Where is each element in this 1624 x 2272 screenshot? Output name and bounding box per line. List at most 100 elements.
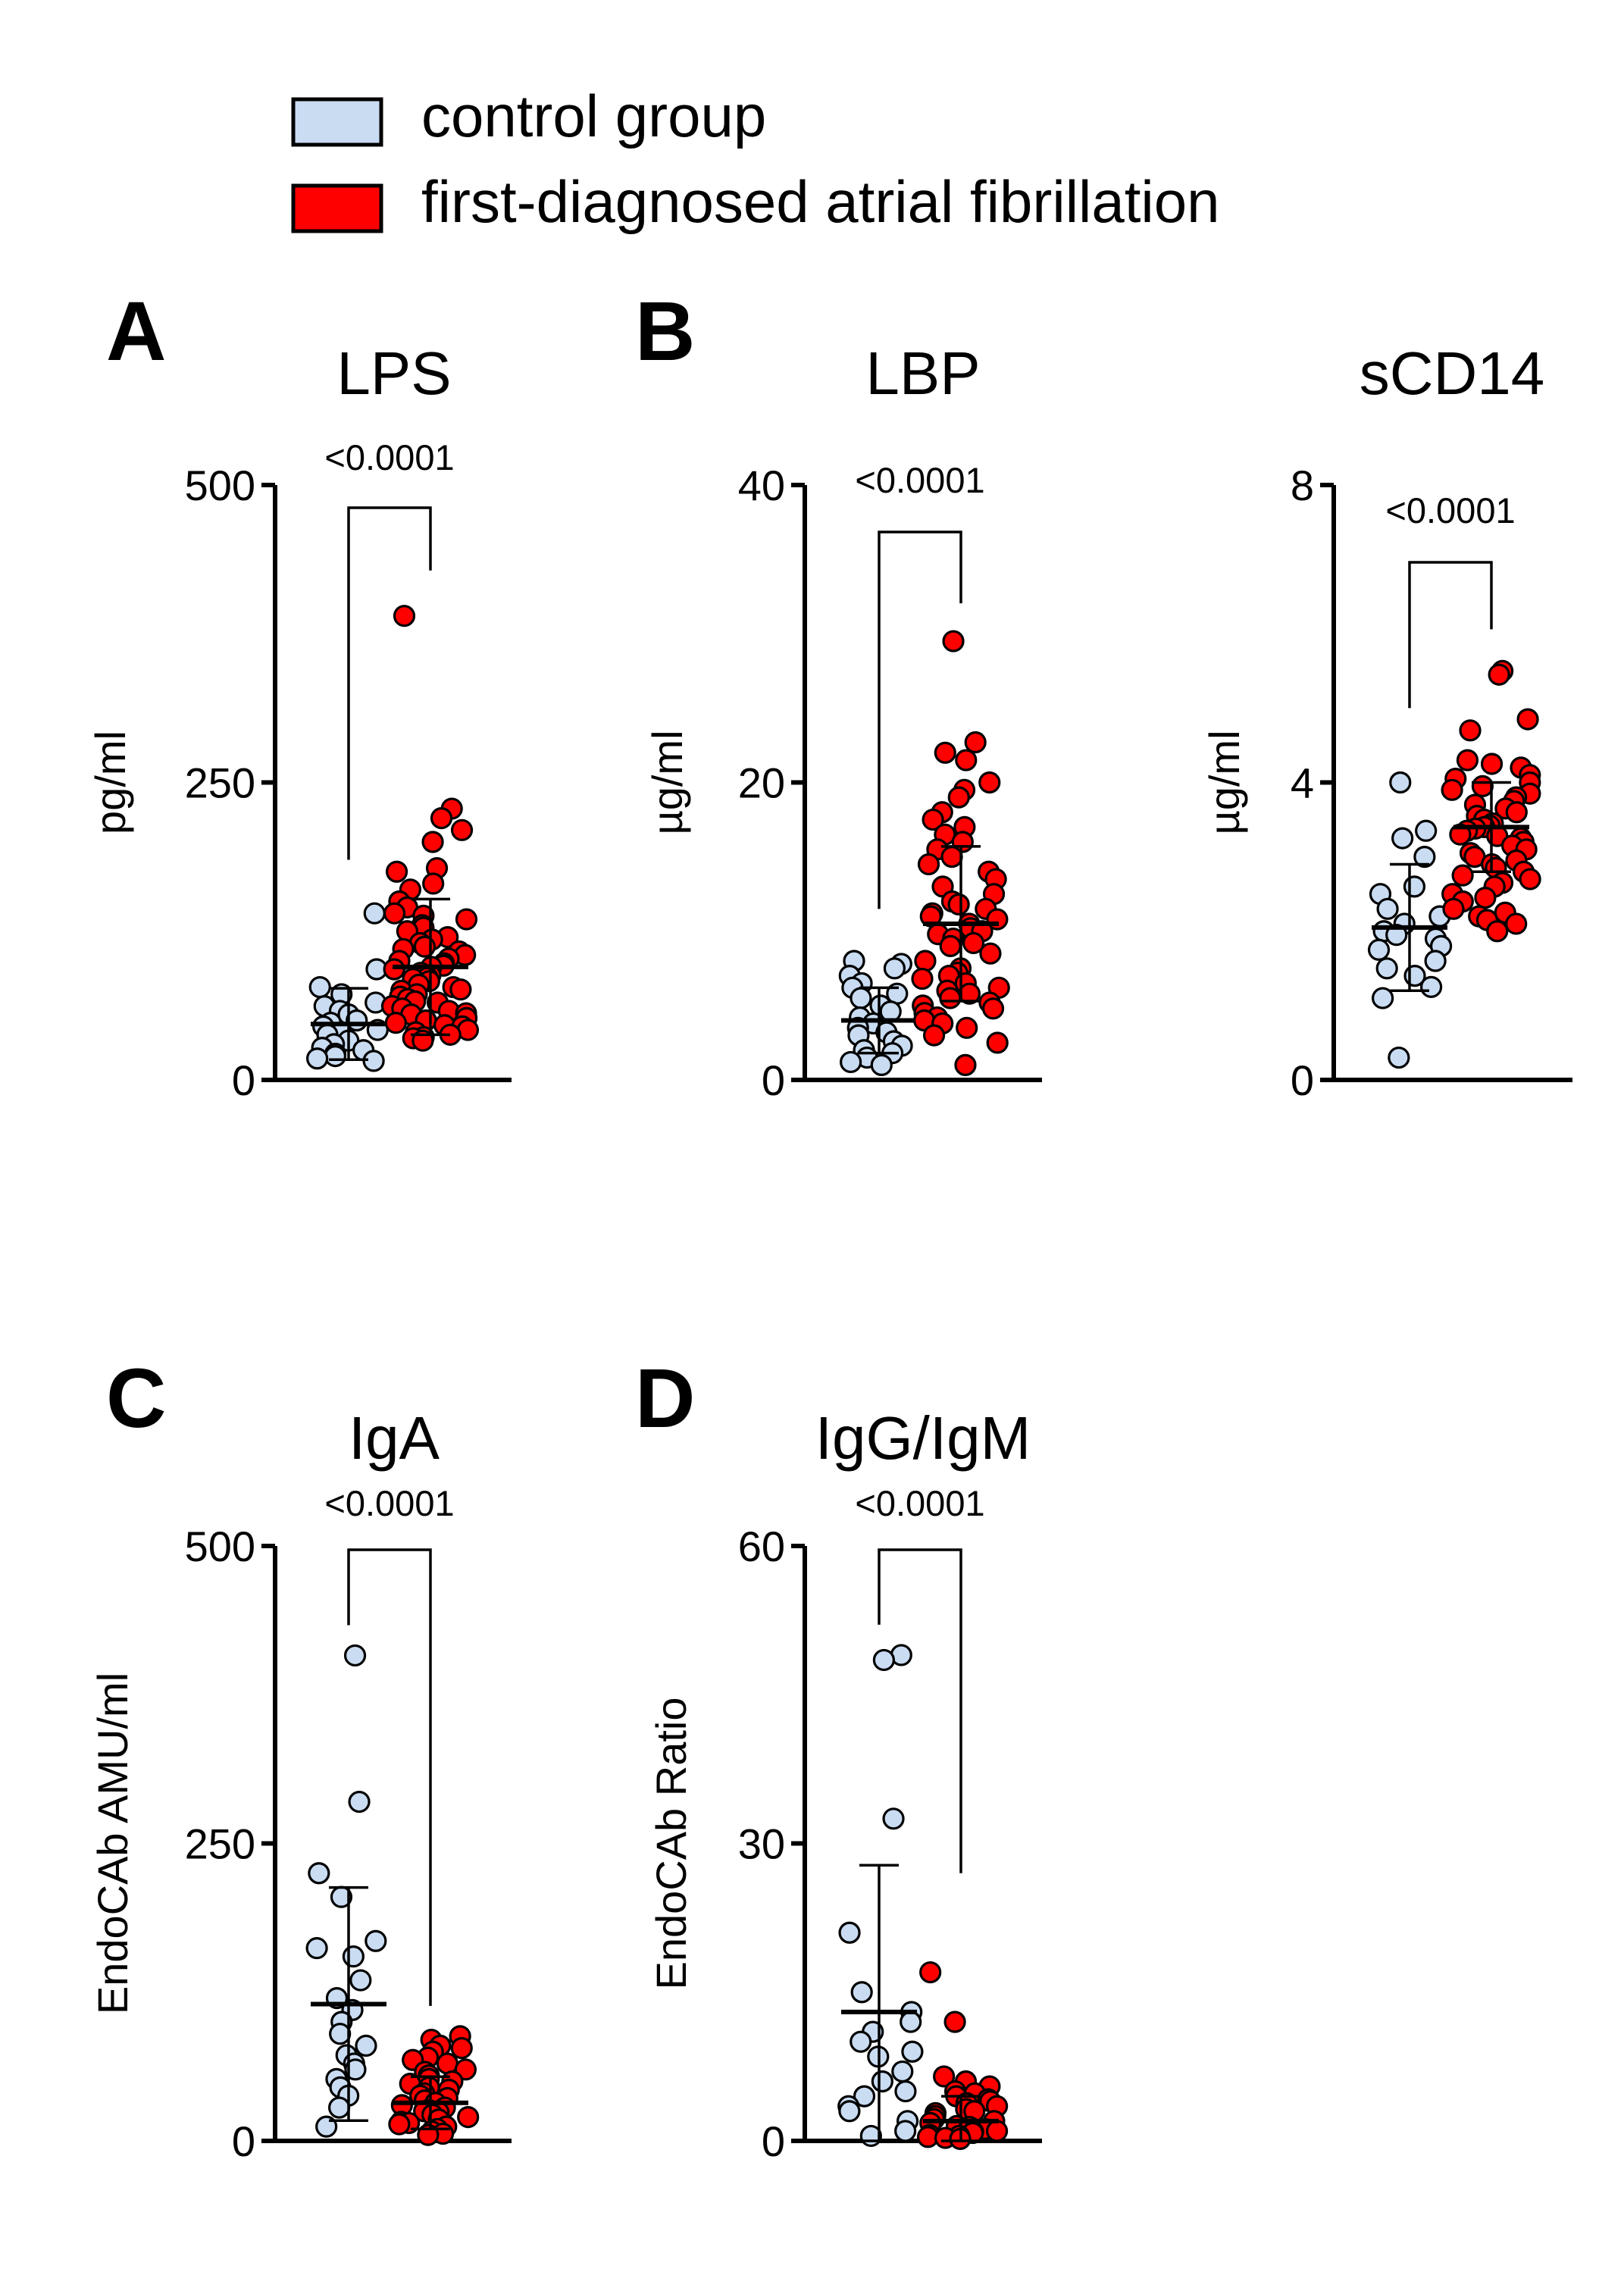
data-point-control <box>872 1648 895 1672</box>
legend-swatch-control <box>291 97 383 147</box>
data-point-af <box>1459 719 1482 742</box>
p-value-label: <0.0001 <box>324 437 454 477</box>
p-value-label: <0.0001 <box>855 1483 984 1523</box>
data-point-control <box>1375 957 1398 980</box>
chart-title: LBP <box>865 340 980 407</box>
data-point-control <box>894 2080 917 2103</box>
data-point-af <box>940 846 963 868</box>
y-tick-label: 500 <box>185 1522 255 1570</box>
data-point-control <box>850 1981 873 2004</box>
data-point-control <box>365 1929 387 1952</box>
significance-bracket <box>1408 561 1493 709</box>
p-value-label: <0.0001 <box>855 460 984 500</box>
data-point-af <box>1505 801 1528 824</box>
data-point-af <box>384 1012 407 1034</box>
y-tick-label: 0 <box>762 1056 785 1104</box>
y-tick-label: 20 <box>738 759 785 807</box>
y-axis-label: µg/ml <box>1200 730 1248 834</box>
chart-lps: LPS 0 250 500 pg/ml <0.0001 <box>86 340 512 1104</box>
chart-title: LPS <box>336 340 451 407</box>
data-point-control <box>324 1044 347 1068</box>
data-point-control <box>355 2034 377 2057</box>
significance-bracket <box>878 1548 962 1873</box>
chart-iga: IgA 0 250 500 EndoCAb AMU/ml <0.0001 <box>89 1404 512 2165</box>
data-point-af <box>922 808 944 831</box>
y-tick-label: 500 <box>185 462 255 509</box>
data-point-control <box>1372 987 1394 1009</box>
data-point-af <box>450 818 474 841</box>
y-tick-label: 40 <box>738 462 785 509</box>
chart-title: IgA <box>349 1404 440 1472</box>
chart-lbp: LBP 0 20 40 µg/ml <0.0001 <box>643 340 1042 1104</box>
data-point-control <box>1424 950 1447 972</box>
data-point-af <box>422 872 445 895</box>
data-point-af <box>1456 749 1479 771</box>
data-point-af <box>955 749 978 771</box>
data-point-af <box>421 831 444 853</box>
data-point-af <box>455 908 478 931</box>
significance-bracket <box>347 1548 432 2006</box>
chart-scd14: sCD14 0 4 8 µg/ml <0.0001 <box>1200 340 1572 1104</box>
data-point-control <box>1413 846 1436 868</box>
data-point-af <box>1488 663 1510 686</box>
y-tick-label: 4 <box>1291 759 1314 807</box>
p-value-label: <0.0001 <box>1385 490 1515 530</box>
significance-bracket <box>347 506 432 860</box>
y-tick-label: 8 <box>1291 462 1314 509</box>
data-point-af <box>393 605 416 627</box>
data-point-control <box>1376 897 1399 920</box>
data-point-control <box>305 1937 328 1960</box>
panel-letter-c: C <box>106 1352 166 1445</box>
data-point-control <box>1419 975 1443 998</box>
y-tick-label: 0 <box>232 2117 255 2165</box>
data-point-af <box>939 987 962 1009</box>
data-point-af <box>1480 753 1504 775</box>
data-point-control <box>853 2085 876 2108</box>
data-point-af <box>934 741 956 764</box>
data-point-af <box>450 2036 473 2060</box>
panel-letter-b: B <box>635 285 695 378</box>
data-point-af <box>933 2065 956 2088</box>
data-point-af <box>388 2113 411 2136</box>
data-point-control <box>850 2030 872 2053</box>
data-point-af <box>1441 778 1463 801</box>
data-point-af <box>1519 868 1541 890</box>
data-point-af <box>978 771 1001 794</box>
data-point-control <box>349 1969 372 1992</box>
y-tick-label: 250 <box>185 759 255 807</box>
data-point-af <box>985 2120 1009 2142</box>
data-point-af <box>1471 775 1494 798</box>
data-point-af <box>1442 897 1465 920</box>
data-point-af <box>457 2106 480 2129</box>
data-point-af <box>383 902 406 925</box>
y-axis-label: EndoCAb AMU/ml <box>89 1673 136 2014</box>
data-point-af <box>943 2011 966 2033</box>
data-point-control <box>329 2023 352 2045</box>
data-point-control <box>891 2060 914 2083</box>
data-point-af <box>917 853 940 876</box>
data-point-af <box>436 2052 458 2075</box>
data-point-control <box>308 975 331 999</box>
data-point-af <box>956 1016 978 1039</box>
data-point-control <box>1403 875 1426 898</box>
data-point-af <box>919 1961 942 1984</box>
data-point-control <box>901 2040 924 2063</box>
data-point-control <box>882 1807 905 1830</box>
data-point-af <box>914 950 937 972</box>
data-point-control <box>306 1047 329 1070</box>
data-point-control <box>344 2058 367 2081</box>
data-point-control <box>1389 771 1412 794</box>
data-point-control <box>343 1644 367 1667</box>
data-point-af <box>1486 920 1509 943</box>
significance-bracket <box>878 530 962 909</box>
data-point-af <box>939 934 962 957</box>
chart-title: IgG/IgM <box>815 1404 1031 1472</box>
legend-swatch-af <box>291 183 383 233</box>
panel-letter-a: A <box>106 285 166 378</box>
data-point-af <box>947 893 970 916</box>
data-point-af <box>449 978 472 1001</box>
data-point-control <box>840 1050 862 1074</box>
data-point-af <box>942 630 965 652</box>
data-point-af <box>981 997 1005 1020</box>
